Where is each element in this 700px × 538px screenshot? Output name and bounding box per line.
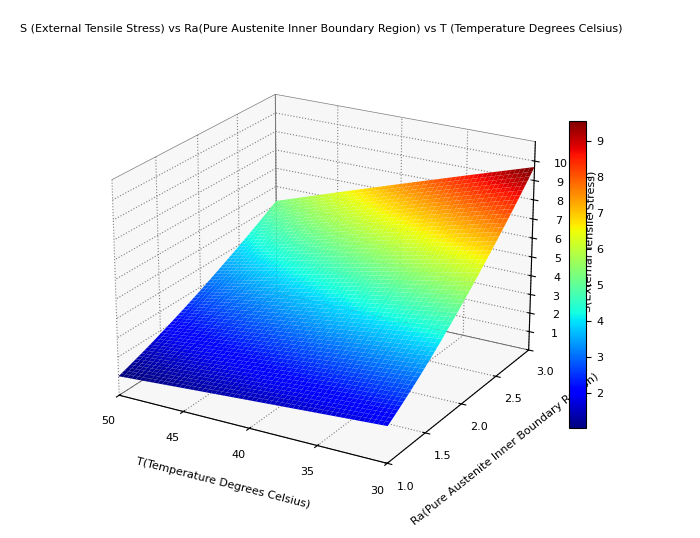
X-axis label: T(Temperature Degrees Celsius): T(Temperature Degrees Celsius): [134, 456, 311, 510]
Title: S (External Tensile Stress) vs Ra(Pure Austenite Inner Boundary Region) vs T (Te: S (External Tensile Stress) vs Ra(Pure A…: [20, 24, 623, 34]
Y-axis label: Ra(Pure Austenite Inner Boundary Region): Ra(Pure Austenite Inner Boundary Region): [410, 371, 601, 527]
